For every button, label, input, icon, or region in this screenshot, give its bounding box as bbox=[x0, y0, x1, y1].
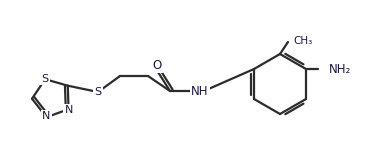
Text: N: N bbox=[64, 105, 73, 115]
Text: CH₃: CH₃ bbox=[293, 36, 312, 46]
Text: S: S bbox=[42, 74, 49, 84]
Text: N: N bbox=[42, 111, 51, 121]
Text: S: S bbox=[94, 87, 102, 97]
Text: NH: NH bbox=[191, 84, 209, 97]
Text: O: O bbox=[153, 58, 161, 71]
Text: NH₂: NH₂ bbox=[329, 62, 351, 75]
